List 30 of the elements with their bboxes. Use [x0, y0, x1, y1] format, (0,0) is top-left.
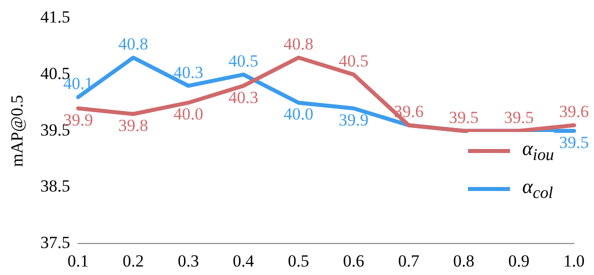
x-tick-label: 0.2 [122, 251, 144, 270]
x-tick-label: 1.0 [563, 251, 585, 270]
data-label: 39.5 [559, 132, 589, 152]
data-label: 40.3 [173, 62, 204, 82]
data-label: 40.5 [338, 52, 368, 71]
y-axis-title: mAP@0.5 [8, 94, 27, 167]
y-tick-label: 38.5 [40, 176, 70, 196]
x-tick-label: 0.7 [398, 251, 420, 270]
data-label: 39.8 [118, 116, 148, 135]
x-tick-label: 0.9 [508, 251, 530, 270]
legend-label: α$_{col}$ [522, 176, 554, 202]
x-tick-label: 0.4 [232, 251, 255, 270]
data-label: 40.5 [228, 52, 258, 71]
legend-label: α$_{iou}$ [522, 138, 554, 164]
x-tick-label: 0.5 [288, 251, 310, 270]
data-label: 40.8 [284, 34, 314, 54]
data-label: 39.9 [338, 110, 368, 130]
data-label: 39.5 [504, 108, 534, 127]
x-tick-label: 0.1 [68, 251, 89, 270]
x-tick-label: 0.3 [178, 251, 199, 270]
data-label: 39.5 [448, 108, 479, 127]
x-tick-label: 0.8 [453, 251, 474, 270]
data-label: 40.0 [173, 104, 204, 124]
y-tick-label: 37.5 [40, 233, 70, 252]
x-tick-label: 0.6 [342, 251, 364, 270]
data-label: 39.6 [559, 102, 589, 122]
y-tick-label: 41.5 [40, 8, 70, 27]
data-label: 40.8 [118, 34, 148, 54]
data-label: 40.0 [284, 104, 314, 124]
data-label: 40.3 [228, 88, 258, 107]
